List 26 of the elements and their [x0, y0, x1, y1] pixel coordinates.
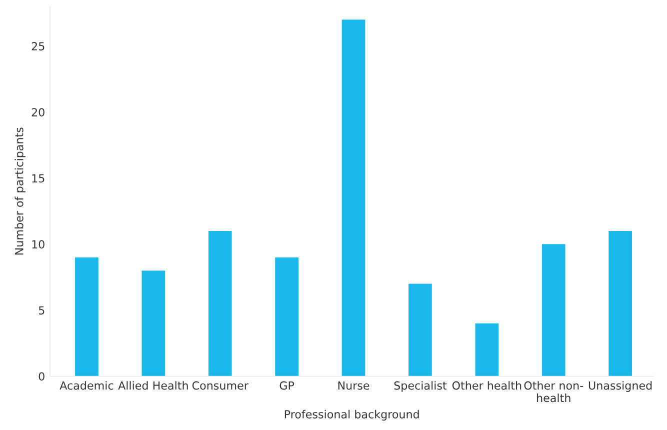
y-axis-title: Number of participants: [14, 128, 26, 255]
bar: [342, 20, 366, 376]
x-tick-label: Consumer: [192, 381, 248, 390]
y-tick-label: 20: [32, 108, 44, 116]
bar: [475, 323, 499, 376]
bar: [142, 270, 166, 376]
y-tick-label: 0: [38, 372, 44, 381]
y-tick-label: 25: [32, 42, 44, 50]
bar: [208, 230, 232, 376]
bar: [542, 244, 566, 376]
x-tick-label: GP: [280, 381, 294, 390]
bar: [275, 257, 298, 376]
x-tick-label: Other non-health: [524, 381, 584, 402]
x-tick-label: Academic: [60, 381, 114, 390]
bar: [75, 257, 98, 376]
y-tick-label: 15: [32, 174, 44, 183]
x-tick-label: Unassigned: [588, 381, 652, 392]
x-tick-label: Allied Health: [118, 381, 188, 390]
x-axis-title: Professional background: [284, 410, 419, 421]
y-tick-label: 10: [32, 240, 44, 249]
x-tick-label: Other health: [452, 381, 522, 390]
bar: [608, 230, 632, 376]
x-tick-label: Nurse: [338, 381, 370, 390]
bar: [408, 284, 432, 376]
y-tick-label: 5: [38, 306, 44, 315]
x-tick-label: Specialist: [394, 381, 447, 392]
